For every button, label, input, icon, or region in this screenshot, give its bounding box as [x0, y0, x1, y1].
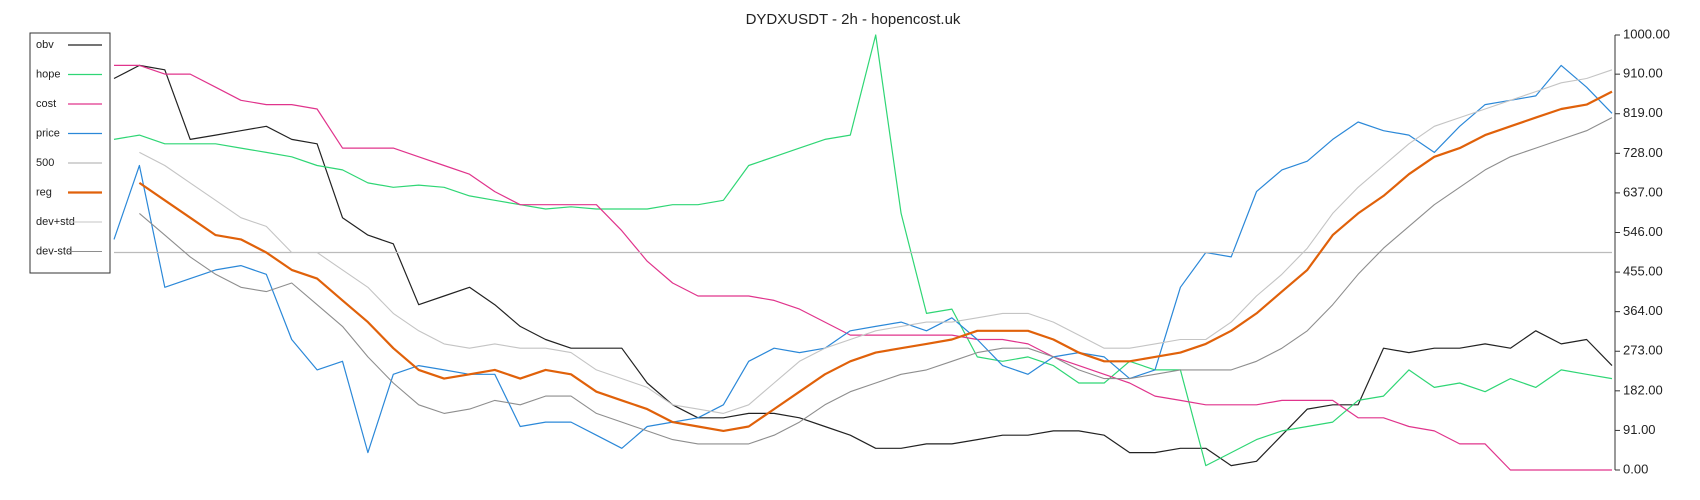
y-tick-label: 728.00 [1623, 145, 1663, 160]
series-line [139, 69, 1613, 414]
legend-label: cost [36, 98, 56, 110]
y-tick-label: 637.00 [1623, 184, 1663, 199]
y-tick-label: 364.00 [1623, 303, 1663, 318]
legend-label: hope [36, 68, 60, 80]
y-tick-label: 0.00 [1623, 461, 1648, 476]
series-line [138, 90, 1613, 432]
y-tick-label: 273.00 [1623, 343, 1663, 358]
legend-label: price [36, 127, 60, 139]
legend-label: dev+std [36, 216, 75, 228]
y-tick-label: 910.00 [1623, 66, 1663, 81]
y-tick-label: 1000.00 [1623, 26, 1670, 41]
y-tick-label: 91.00 [1623, 422, 1656, 437]
legend-box [29, 32, 111, 274]
y-tick-label: 819.00 [1623, 105, 1663, 120]
series-line [113, 64, 1613, 454]
series-line [113, 34, 1613, 467]
y-tick-label: 455.00 [1623, 264, 1663, 279]
y-tick-label: 182.00 [1623, 382, 1663, 397]
y-tick-label: 546.00 [1623, 224, 1663, 239]
legend-label: reg [36, 186, 52, 198]
series-line [113, 64, 1613, 467]
legend-label: dev-std [36, 245, 72, 257]
series-line [139, 117, 1613, 445]
legend-label: 500 [36, 157, 54, 169]
legend: obv hope cost price 500 reg dev+std dev-std [29, 32, 111, 274]
legend-label: obv [36, 39, 54, 51]
chart-title: DYDXUSDT - 2h - hopencost.uk [746, 11, 961, 28]
